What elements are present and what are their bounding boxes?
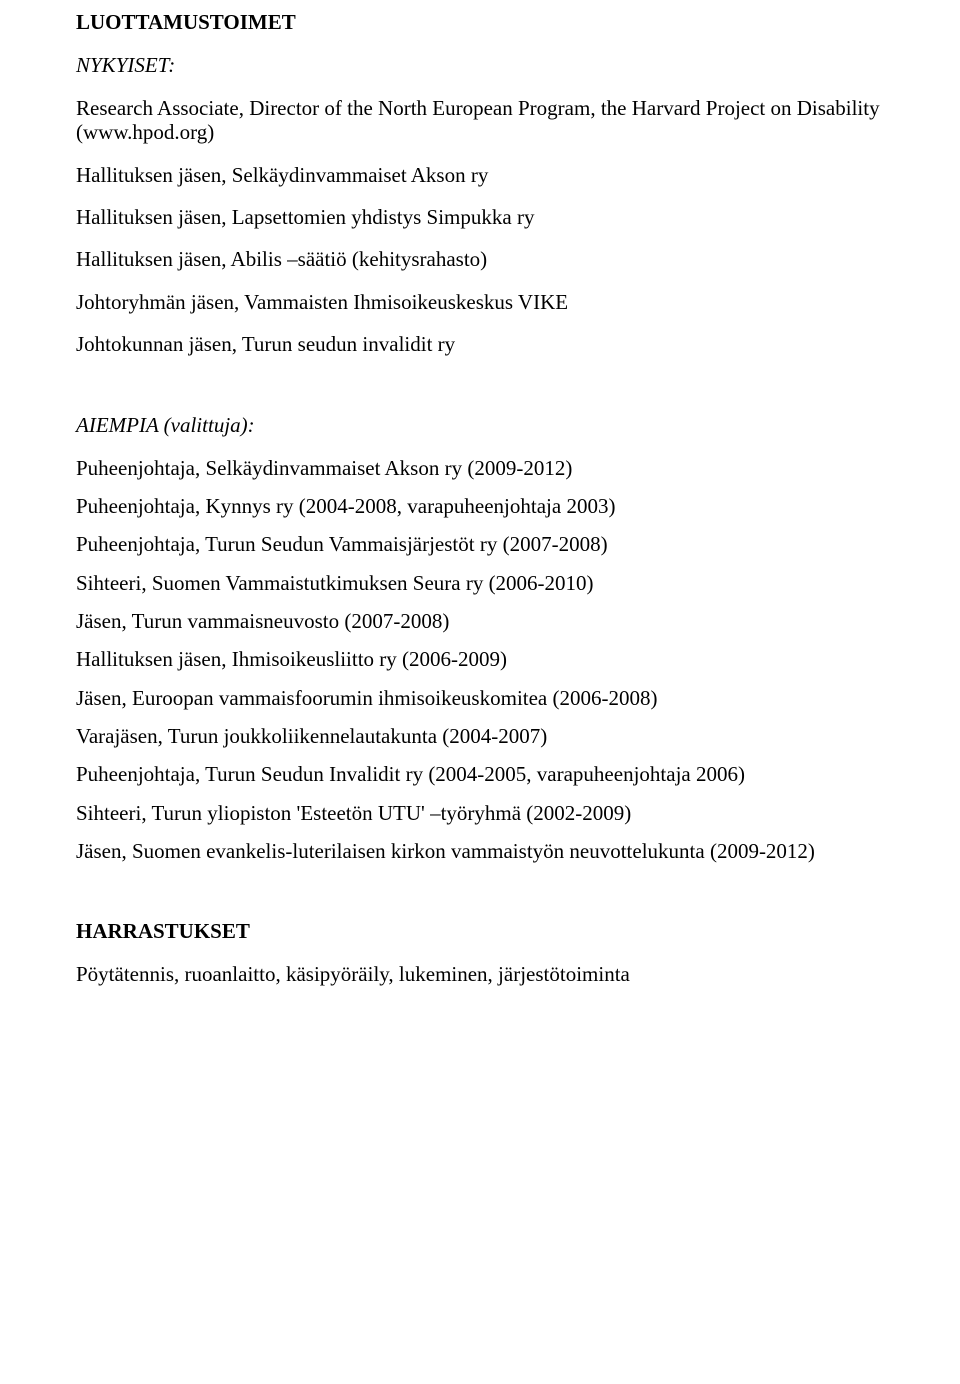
section-heading-luottamustoimet: LUOTTAMUSTOIMET (76, 10, 884, 35)
aiempia-item: Sihteeri, Turun yliopiston 'Esteetön UTU… (76, 801, 884, 825)
nykyiset-item: Hallituksen jäsen, Lapsettomien yhdistys… (76, 205, 884, 229)
aiempia-item: Puheenjohtaja, Turun Seudun Vammaisjärje… (76, 532, 884, 556)
aiempia-item: Hallituksen jäsen, Ihmisoikeusliitto ry … (76, 647, 884, 671)
subheading-aiempia: AIEMPIA (valittuja): (76, 413, 884, 438)
aiempia-item: Jäsen, Euroopan vammaisfoorumin ihmisoik… (76, 686, 884, 710)
aiempia-item: Varajäsen, Turun joukkoliikennelautakunt… (76, 724, 884, 748)
subheading-nykyiset: NYKYISET: (76, 53, 884, 78)
nykyiset-item: Johtoryhmän jäsen, Vammaisten Ihmisoikeu… (76, 290, 884, 314)
nykyiset-item: Johtokunnan jäsen, Turun seudun invalidi… (76, 332, 884, 356)
section-heading-harrastukset: HARRASTUKSET (76, 919, 884, 944)
nykyiset-item: Research Associate, Director of the Nort… (76, 96, 884, 145)
document-body: LUOTTAMUSTOIMET NYKYISET: Research Assoc… (0, 0, 960, 1384)
aiempia-item: Puheenjohtaja, Turun Seudun Invalidit ry… (76, 762, 884, 786)
nykyiset-item: Hallituksen jäsen, Abilis –säätiö (kehit… (76, 247, 884, 271)
nykyiset-item: Hallituksen jäsen, Selkäydinvammaiset Ak… (76, 163, 884, 187)
harrastukset-text: Pöytätennis, ruoanlaitto, käsipyöräily, … (76, 962, 884, 986)
aiempia-item: Puheenjohtaja, Kynnys ry (2004-2008, var… (76, 494, 884, 518)
aiempia-item: Jäsen, Turun vammaisneuvosto (2007-2008) (76, 609, 884, 633)
aiempia-item: Jäsen, Suomen evankelis-luterilaisen kir… (76, 839, 884, 863)
aiempia-item: Sihteeri, Suomen Vammaistutkimuksen Seur… (76, 571, 884, 595)
aiempia-item: Puheenjohtaja, Selkäydinvammaiset Akson … (76, 456, 884, 480)
